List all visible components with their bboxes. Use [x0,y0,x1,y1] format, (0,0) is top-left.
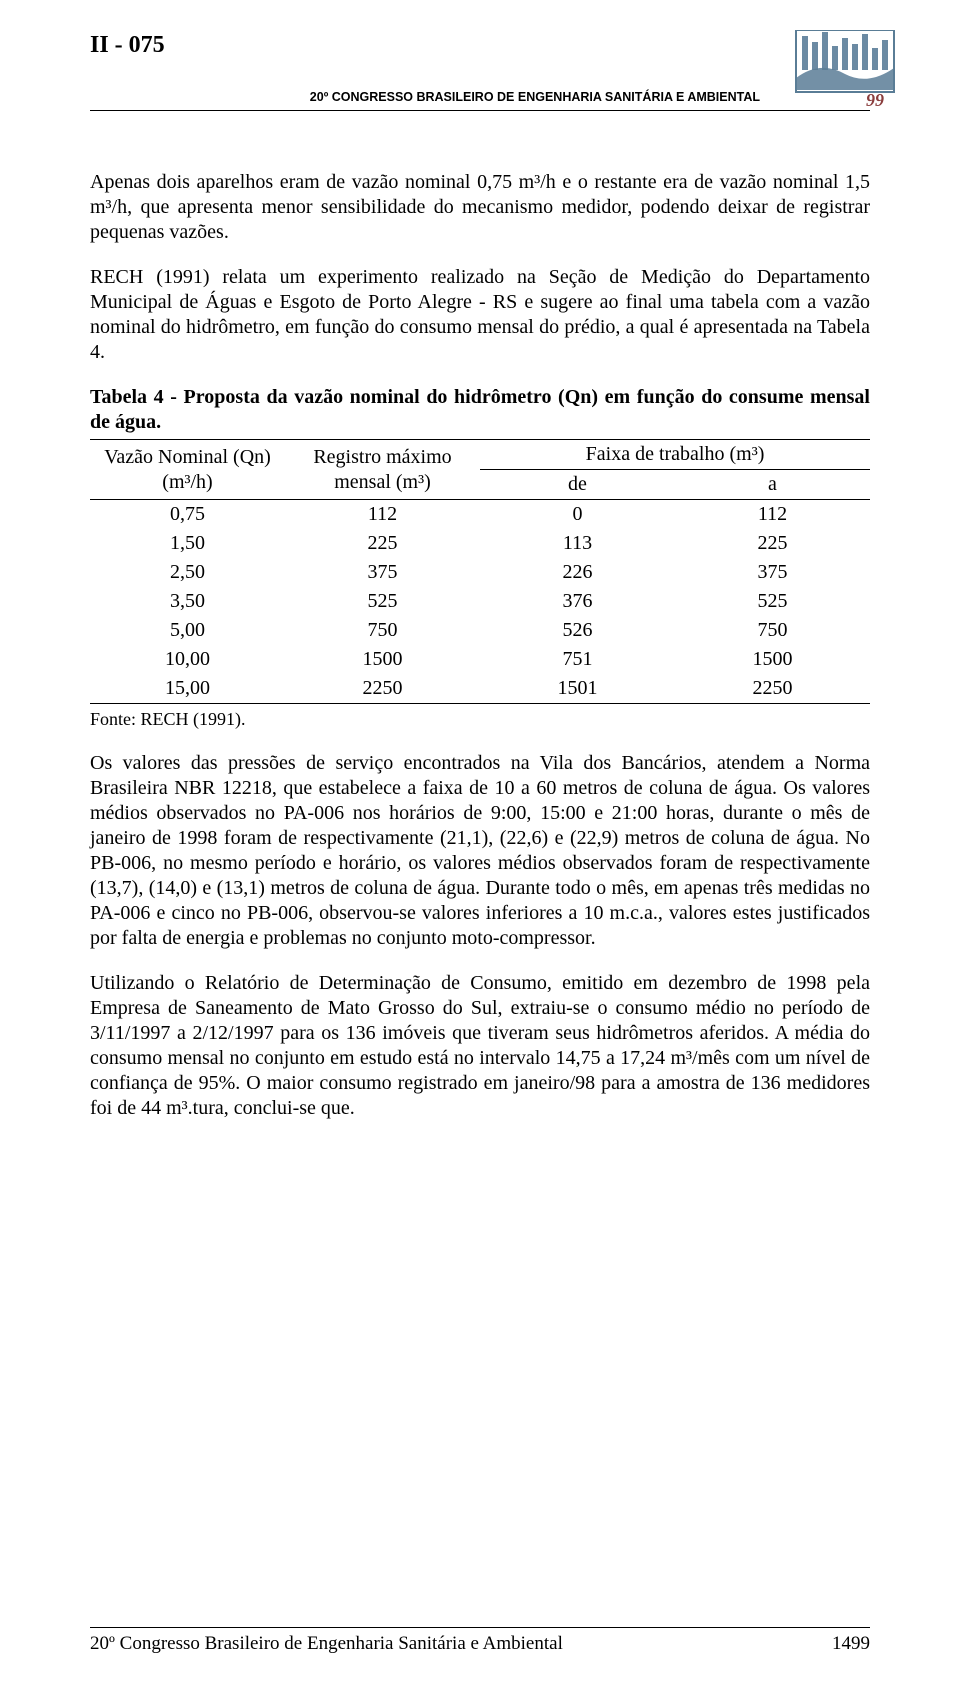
cell-de: 526 [480,616,675,645]
subhead-a: a [675,470,870,500]
cell-reg: 375 [285,558,480,587]
data-table: Vazão Nominal (Qn) (m³/h) Registro máxim… [90,439,870,704]
table-row: 1,50 225 113 225 [90,529,870,558]
svg-text:99: 99 [866,90,884,110]
cell-qn: 5,00 [90,616,285,645]
table-row: 2,50 375 226 375 [90,558,870,587]
paragraph-4: Utilizando o Relatório de Determinação d… [90,971,870,1121]
paragraph-3: Os valores das pressões de serviço encon… [90,751,870,951]
cell-a: 112 [675,500,870,530]
col1-head-line2: (m³/h) [162,471,212,493]
cell-reg: 525 [285,587,480,616]
cell-a: 375 [675,558,870,587]
cell-reg: 112 [285,500,480,530]
cell-a: 2250 [675,674,870,704]
document-code: II - 075 [90,30,165,60]
cell-qn: 10,00 [90,645,285,674]
table-row: 15,00 2250 1501 2250 [90,674,870,704]
paragraph-2: RECH (1991) relata um experimento realiz… [90,265,870,365]
congress-logo-icon: 99 [790,30,900,117]
table-source: Fonte: RECH (1991). [90,708,870,731]
cell-reg: 2250 [285,674,480,704]
cell-qn: 3,50 [90,587,285,616]
table-row: 10,00 1500 751 1500 [90,645,870,674]
cell-de: 0 [480,500,675,530]
cell-de: 113 [480,529,675,558]
cell-reg: 1500 [285,645,480,674]
congress-line: 20º CONGRESSO BRASILEIRO DE ENGENHARIA S… [310,90,760,106]
page: II - 075 20º CONGRESSO BRASILEIRO DE ENG… [0,0,960,1686]
table-row: 0,75 112 0 112 [90,500,870,530]
paragraph-1: Apenas dois aparelhos eram de vazão nomi… [90,170,870,245]
page-footer: 20º Congresso Brasileiro de Engenharia S… [90,1627,870,1656]
table-row: 5,00 750 526 750 [90,616,870,645]
cell-qn: 15,00 [90,674,285,704]
subhead-de: de [480,470,675,500]
cell-de: 1501 [480,674,675,704]
cell-qn: 0,75 [90,500,285,530]
cell-reg: 225 [285,529,480,558]
col2-head-line1: Registro máximo [313,446,451,468]
col2-head-line2: mensal (m³) [334,471,431,493]
table-title: Tabela 4 - Proposta da vazão nominal do … [90,385,870,435]
cell-a: 225 [675,529,870,558]
cell-de: 226 [480,558,675,587]
cell-a: 750 [675,616,870,645]
cell-a: 1500 [675,645,870,674]
cell-qn: 1,50 [90,529,285,558]
table-row: 3,50 525 376 525 [90,587,870,616]
header-rule [90,110,870,111]
cell-qn: 2,50 [90,558,285,587]
cell-de: 751 [480,645,675,674]
cell-de: 376 [480,587,675,616]
footer-rule [90,1627,870,1628]
cell-a: 525 [675,587,870,616]
footer-page-number: 1499 [832,1632,870,1656]
cell-reg: 750 [285,616,480,645]
col1-head-line1: Vazão Nominal (Qn) [104,446,271,468]
col34-head: Faixa de trabalho (m³) [480,440,870,470]
page-header: II - 075 20º CONGRESSO BRASILEIRO DE ENG… [90,30,870,150]
footer-left: 20º Congresso Brasileiro de Engenharia S… [90,1632,563,1656]
